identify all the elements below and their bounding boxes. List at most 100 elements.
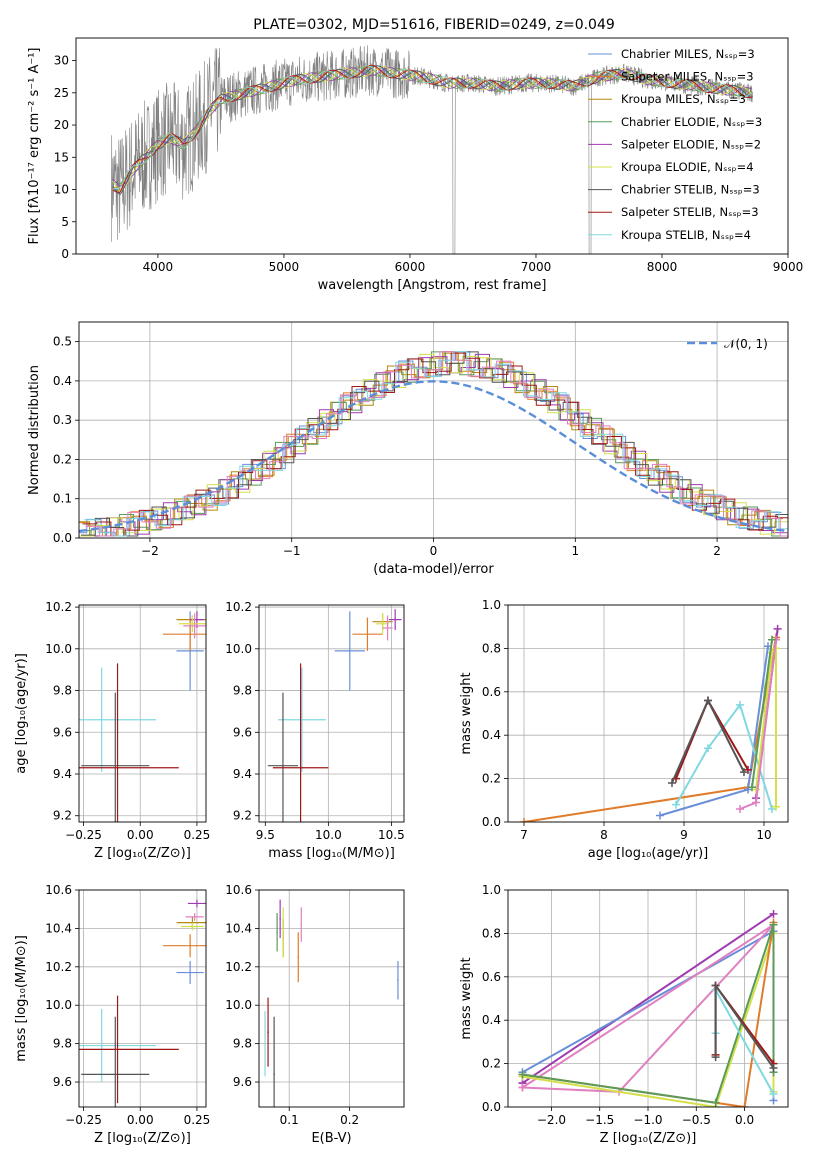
data-point [279,918,281,920]
axes-frame [507,604,789,823]
series-marker [769,920,778,929]
series-marker [518,1070,527,1079]
y-tick-label: 25 [54,86,69,100]
y-axis-label: Flux [fλ10⁻¹⁷ erg cm⁻² s⁻¹ A⁻¹] [27,48,42,245]
y-tick-label: 10.6 [225,883,252,897]
x-tick-label: 1 [571,544,579,558]
axes-frame [78,889,207,1108]
y-tick-label: 1.0 [482,883,501,897]
plot-area [264,899,399,1107]
series-line [521,923,775,1093]
x-tick-label: 6000 [395,260,426,274]
data-point [114,764,117,767]
chart-residuals: −2 −1 0 1 2 0.0 0.1 0.2 0.3 0.4 0.5 (data-model)/er… [27,321,789,577]
legend-entry: Chabrier ELODIE, Nₛₛₚ=3 [621,115,762,129]
x-tick-label: 9000 [773,260,804,274]
axes-frame [75,37,789,255]
y-tick-label: 10.4 [45,921,72,935]
y-tick-label: 0.2 [53,452,72,466]
series-marker [520,818,528,822]
axes-frame [258,604,405,823]
chart-mass-vs-Z: −0.25 0.00 0.25 9.6 9.8 10.0 10.2 10.4 10.6 Z [lo… [14,883,211,1146]
legend-entry: Salpeter MILES, Nₛₛₚ=3 [621,70,754,84]
y-tick-label: 10.6 [45,883,72,897]
histogram-salpeter_stelib [82,352,788,537]
y-tick-label: 5 [61,215,69,229]
series-marker [772,802,780,811]
x-tick-label: 0.1 [280,1113,299,1127]
x-tick-label: −1 [283,544,301,558]
x-tick-label: −1.0 [633,1113,662,1127]
series-marker [768,635,776,644]
axes-frame [258,889,405,1108]
y-tick-label: 20 [54,118,69,132]
x-tick-label: 9.5 [256,828,275,842]
data-point [386,627,389,629]
model-spectrum-chabrier_stelib [112,65,753,195]
series-line [675,698,749,779]
legend-entry: Kroupa ELODIE, Nₛₛₚ=4 [621,160,754,174]
x-axis-label: mass [log₁₀(M/M⊙)] [268,846,395,861]
y-tick-label: 9.4 [53,767,72,781]
x-tick-label: −1.5 [585,1113,614,1127]
x-tick-label: 10.5 [378,828,405,842]
y-tick-label: 9.6 [53,725,72,739]
y-axis-label: age [log₁₀(age/yr)] [14,653,29,774]
series-marker [769,1089,778,1098]
y-tick-label: 15 [54,150,69,164]
histogram-kroupa_stelib [84,351,788,537]
y-tick-label: 9.6 [233,725,252,739]
histogram-chabrier_stelib [81,351,788,537]
x-tick-label: 10 [756,828,771,842]
data-point [189,944,191,947]
series-marker [740,1103,749,1107]
y-tick-label: 1.0 [482,598,501,612]
data-point [381,622,384,625]
x-tick-label: 5000 [269,260,300,274]
y-tick-label: 0.3 [53,413,72,427]
plot-area [110,45,753,254]
data-point [189,633,191,636]
data-point [276,931,278,934]
x-tick-label: 10.0 [315,828,342,842]
x-tick-label: −0.25 [65,828,102,842]
data-point [193,916,196,918]
y-tick-label: 10.2 [45,600,72,614]
y-tick-label: 10.4 [225,921,252,935]
histogram-chabrier_elodie [79,351,786,537]
data-point [299,766,302,769]
y-tick-label: 0.0 [482,815,501,829]
y-tick-label: 0.6 [482,685,501,699]
data-point [116,1048,119,1051]
x-tick-label: −2 [141,544,159,558]
histogram-pink [85,351,788,537]
y-tick-label: 0.8 [482,926,501,940]
data-point [267,1031,269,1033]
data-point [297,956,300,959]
x-tick-label: 0.00 [127,828,154,842]
x-tick-label: 0.25 [184,1113,211,1127]
series-line [751,639,773,788]
y-tick-label: 10.0 [225,998,252,1012]
x-tick-label: 8000 [647,260,678,274]
x-axis-label: Z [log₁₀(Z/Z⊙)] [94,846,191,861]
plot-area [79,899,206,1107]
series-marker [769,909,778,918]
model-spectrum-kroupa_elodie [112,66,753,193]
data-point [397,979,399,982]
x-tick-label: 4000 [143,260,174,274]
y-tick-label: 10.0 [45,998,72,1012]
series-marker [752,798,760,807]
figure-title: PLATE=0302, MJD=51616, FIBERID=0249, z=0… [253,17,615,33]
data-point [191,925,194,928]
data-point [282,764,284,767]
chart-age-vs-Z: −0.25 0.00 0.25 9.2 9.4 9.6 9.8 10.0 10.2 Z [log₁… [14,600,210,861]
data-point [191,622,194,625]
y-tick-label: 9.8 [53,684,72,698]
data-point [193,625,196,627]
data-point [116,766,119,769]
legend-entry: Salpeter ELODIE, Nₛₛₚ=2 [621,137,761,151]
series-marker [711,981,720,990]
data-point [114,1073,117,1076]
